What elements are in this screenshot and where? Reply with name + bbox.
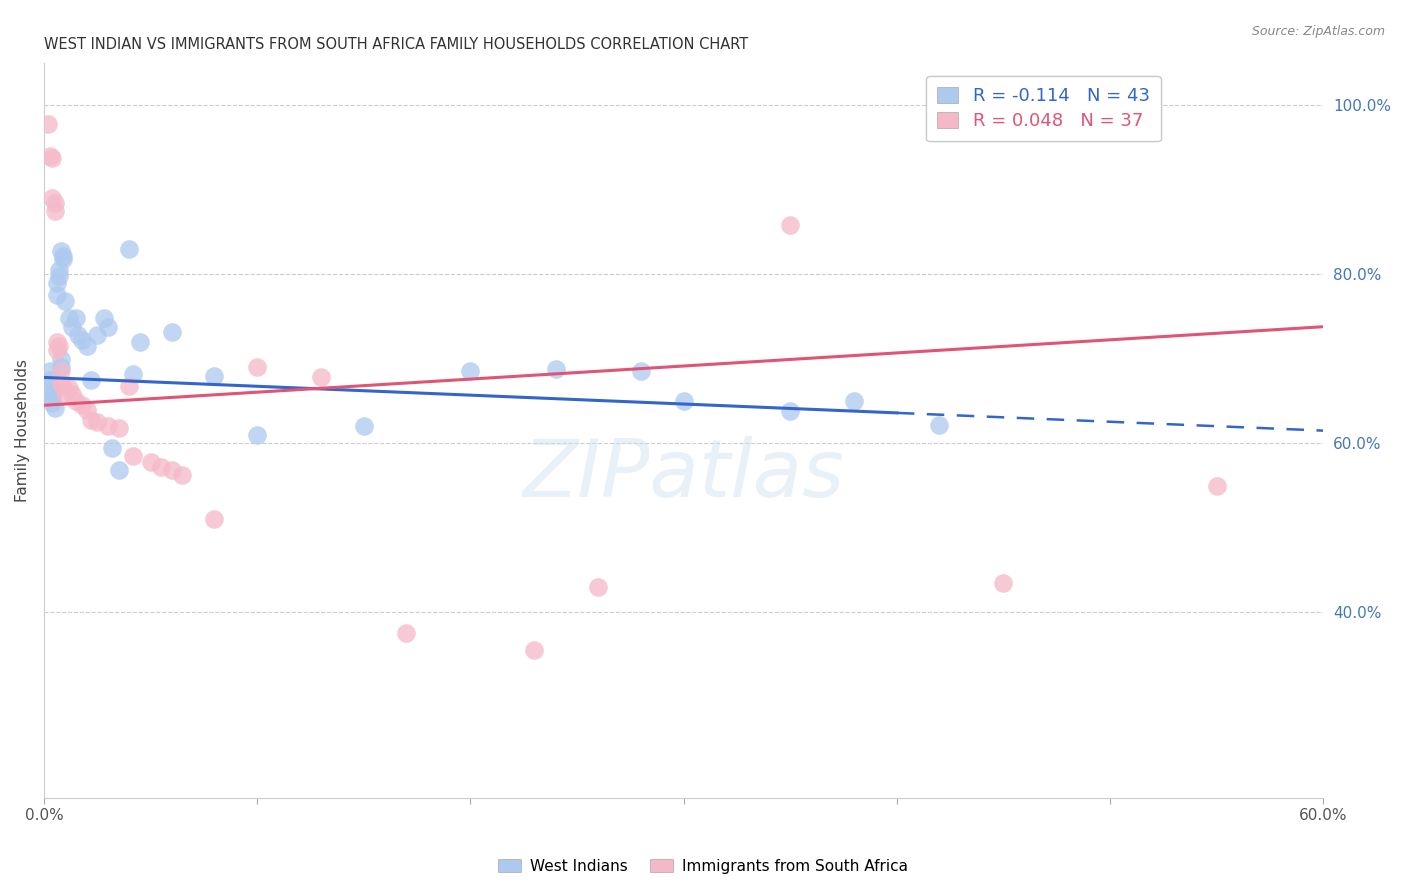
Point [139,455,162,469]
Point [41,385,63,400]
Point [779,219,801,233]
Point [44,195,66,210]
Point [395,626,418,640]
Point [49,351,72,366]
Point [246,427,269,442]
Point [353,419,375,434]
Point [1205,478,1227,492]
Point [672,394,695,409]
Point [41,191,63,205]
Point [460,364,482,378]
Point [160,463,183,477]
Point [150,459,173,474]
Point [844,394,866,409]
Point [41,151,63,165]
Legend: R = -0.114   N = 43, R = 0.048   N = 37: R = -0.114 N = 43, R = 0.048 N = 37 [927,76,1161,141]
Point [80,412,103,426]
Point [76,402,98,417]
Point [39,373,62,387]
Point [44,401,66,415]
Point [128,334,150,349]
Point [122,367,145,381]
Point [588,580,610,594]
Point [45,334,67,349]
Point [58,311,80,326]
Point [41,396,63,410]
Point [45,288,67,302]
Point [160,325,183,339]
Point [48,339,70,353]
Point [44,204,66,219]
Y-axis label: Family Households: Family Households [15,359,30,502]
Point [45,276,67,290]
Point [97,419,120,434]
Point [246,360,269,375]
Point [86,328,108,343]
Point [80,373,103,387]
Point [60,319,83,334]
Legend: West Indians, Immigrants from South Africa: West Indians, Immigrants from South Afri… [492,853,914,880]
Point [122,449,145,463]
Point [66,328,89,343]
Point [41,390,63,404]
Text: ZIPatlas: ZIPatlas [523,435,845,514]
Point [107,421,129,435]
Point [107,463,129,477]
Point [60,387,83,401]
Point [37,117,59,131]
Point [93,311,115,326]
Point [49,360,72,375]
Point [48,263,70,277]
Point [45,343,67,358]
Point [53,385,76,400]
Point [779,404,801,418]
Point [172,468,194,483]
Point [65,311,87,326]
Point [76,339,98,353]
Point [309,370,332,384]
Point [523,643,546,657]
Point [48,268,70,283]
Point [52,249,75,263]
Point [53,294,76,309]
Point [65,394,87,409]
Point [58,381,80,395]
Point [52,252,75,267]
Point [72,398,94,412]
Point [928,417,950,432]
Point [39,379,62,393]
Point [544,362,567,376]
Point [49,377,72,392]
Point [49,244,72,258]
Point [118,379,141,393]
Point [39,364,62,378]
Point [204,512,226,526]
Text: Source: ZipAtlas.com: Source: ZipAtlas.com [1251,25,1385,38]
Point [101,441,124,455]
Point [630,364,652,378]
Point [204,368,226,383]
Point [52,379,75,393]
Point [118,242,141,256]
Point [993,575,1015,590]
Point [49,364,72,378]
Point [72,333,94,347]
Point [86,415,108,429]
Text: WEST INDIAN VS IMMIGRANTS FROM SOUTH AFRICA FAMILY HOUSEHOLDS CORRELATION CHART: WEST INDIAN VS IMMIGRANTS FROM SOUTH AFR… [44,37,748,53]
Point [39,149,62,163]
Point [97,319,120,334]
